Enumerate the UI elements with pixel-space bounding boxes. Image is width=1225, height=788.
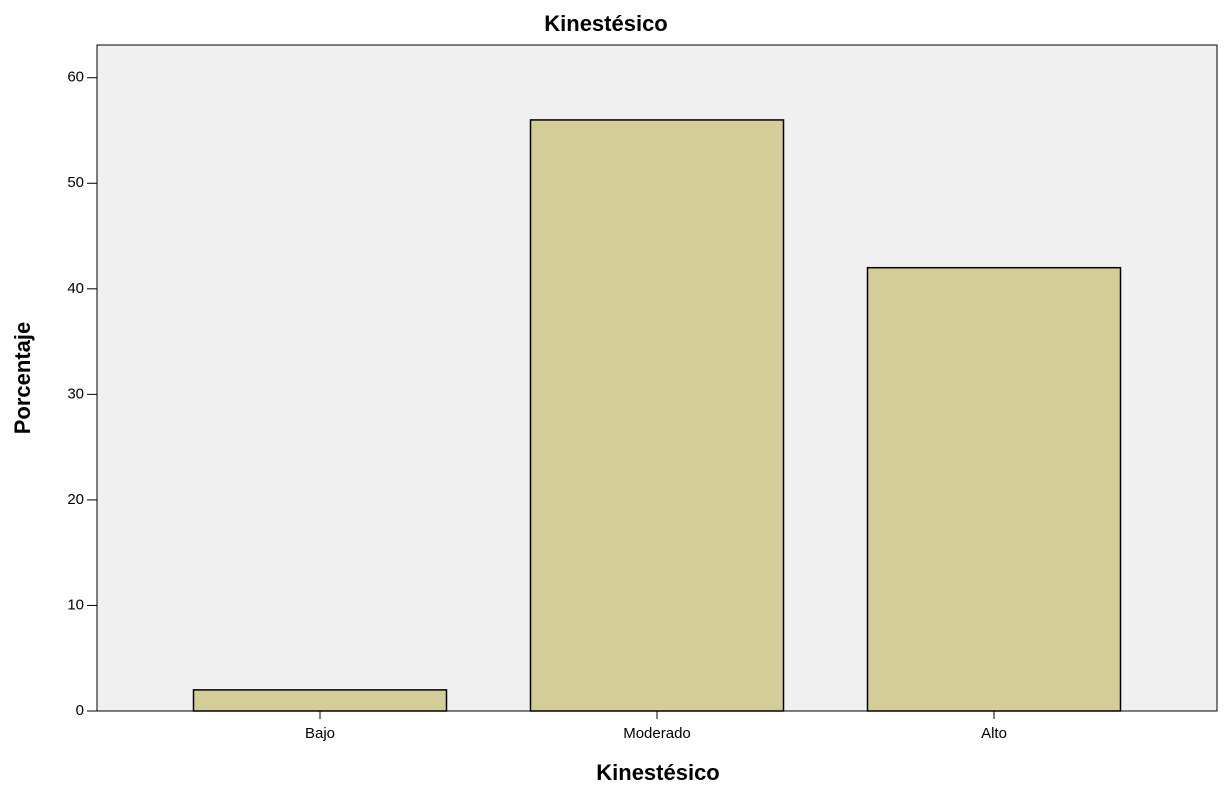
y-tick-label: 30	[67, 385, 84, 402]
y-tick-label: 60	[67, 69, 84, 86]
y-tick-label: 10	[67, 596, 84, 613]
bar	[529, 119, 785, 712]
bar	[192, 689, 448, 712]
y-tick-label: 0	[76, 702, 84, 719]
x-tick-label: Moderado	[623, 725, 691, 742]
y-tick-label: 20	[67, 491, 84, 508]
x-tick-label: Bajo	[305, 725, 335, 742]
x-axis-label: Kinestésico	[596, 760, 720, 785]
bar	[866, 266, 1122, 712]
y-tick-label: 40	[67, 280, 84, 297]
y-axis-label: Porcentaje	[10, 322, 35, 435]
y-tick-label: 50	[67, 174, 84, 191]
chart-title: Kinestésico	[544, 11, 668, 36]
x-tick-label: Alto	[981, 725, 1007, 742]
